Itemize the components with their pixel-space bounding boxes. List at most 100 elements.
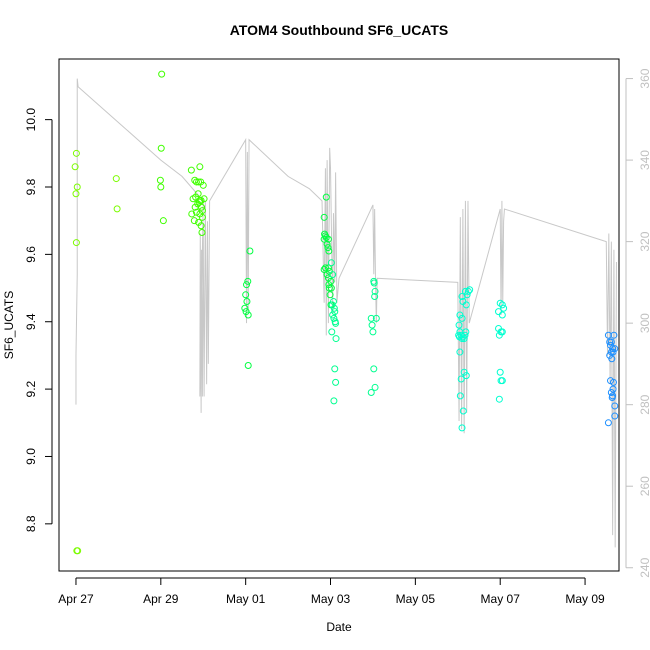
- data-point: [158, 70, 166, 78]
- data-point: [198, 203, 206, 211]
- axis-layer: Apr 27 Apr 29 May 01 May 03 May 05 May 07 May …: [24, 68, 650, 606]
- data-point: [498, 301, 506, 309]
- y2-tick-label: 340: [638, 150, 650, 170]
- data-point: [190, 217, 198, 225]
- data-point: [320, 235, 328, 243]
- data-point: [72, 190, 80, 198]
- data-point: [609, 378, 617, 386]
- data-point: [459, 333, 467, 341]
- x-tick-label: Apr 27: [58, 592, 94, 606]
- data-point: [604, 419, 612, 427]
- data-point: [187, 166, 195, 174]
- data-point: [198, 207, 206, 215]
- data-point: [194, 190, 202, 198]
- data-point: [191, 176, 199, 184]
- data-point: [324, 244, 332, 252]
- data-point: [74, 547, 82, 555]
- data-point: [244, 362, 252, 370]
- plot-frame: [58, 58, 620, 572]
- plot-layer: [71, 70, 619, 555]
- data-point: [371, 287, 379, 295]
- data-point: [325, 247, 333, 255]
- data-point: [112, 175, 120, 183]
- data-point: [609, 345, 617, 353]
- data-point: [332, 335, 340, 343]
- data-point: [244, 277, 252, 285]
- x-tick-label: May 03: [311, 592, 351, 606]
- data-point: [326, 291, 334, 299]
- data-point: [200, 195, 208, 203]
- data-point: [330, 397, 338, 405]
- data-point: [462, 301, 470, 309]
- data-point: [332, 319, 340, 327]
- data-point: [242, 291, 250, 299]
- data-point: [459, 407, 467, 415]
- data-point: [463, 291, 471, 299]
- data-point: [113, 205, 121, 213]
- data-point: [461, 287, 469, 295]
- data-point: [496, 299, 504, 307]
- data-point: [608, 355, 616, 363]
- data-point: [73, 183, 81, 191]
- data-point: [607, 338, 615, 346]
- y-tick-label: 9.4: [24, 313, 38, 330]
- data-point: [159, 217, 167, 225]
- data-point: [611, 412, 619, 420]
- data-point: [367, 388, 375, 396]
- data-point: [332, 378, 340, 386]
- x-tick-label: May 05: [396, 592, 436, 606]
- y-tick-label: 9.0: [24, 448, 38, 465]
- data-point: [322, 193, 330, 201]
- y2-tick-label: 240: [638, 557, 650, 577]
- data-point: [371, 292, 379, 300]
- data-point: [197, 178, 205, 186]
- data-point: [464, 287, 472, 295]
- data-point: [372, 314, 380, 322]
- data-point: [157, 183, 165, 191]
- data-point: [196, 163, 204, 171]
- data-point: [461, 331, 469, 339]
- y-axis-label: SF6_UCATS: [2, 291, 16, 359]
- data-point: [330, 304, 338, 312]
- data-point: [156, 176, 164, 184]
- y-tick-label: 9.2: [24, 380, 38, 397]
- data-point: [495, 331, 503, 339]
- data-point: [500, 304, 508, 312]
- x-tick-label: May 07: [481, 592, 521, 606]
- data-point: [370, 279, 378, 287]
- data-point: [331, 308, 339, 316]
- y-tick-label: 9.8: [24, 178, 38, 195]
- data-point: [195, 178, 203, 186]
- data-point: [328, 328, 336, 336]
- y-tick-label: 10.0: [24, 108, 38, 132]
- data-point: [188, 210, 196, 218]
- x-tick-label: May 09: [565, 592, 605, 606]
- data-point: [456, 348, 464, 356]
- data-point: [71, 163, 79, 171]
- data-point: [457, 375, 465, 383]
- data-point: [327, 259, 335, 267]
- data-point: [371, 383, 379, 391]
- data-point: [324, 235, 332, 243]
- x-axis-label: Date: [326, 620, 352, 634]
- data-point: [610, 331, 618, 339]
- data-point: [243, 298, 251, 306]
- data-point: [496, 368, 504, 376]
- data-point: [197, 222, 205, 230]
- data-point: [244, 311, 252, 319]
- y2-tick-label: 260: [638, 476, 650, 496]
- data-point: [498, 311, 506, 319]
- data-point: [72, 149, 80, 157]
- y-tick-label: 9.6: [24, 246, 38, 263]
- data-point: [369, 328, 377, 336]
- data-point: [331, 365, 339, 373]
- data-point: [198, 228, 206, 236]
- data-point: [246, 247, 254, 255]
- data-point: [243, 281, 251, 289]
- data-point: [611, 402, 619, 410]
- data-point: [462, 328, 470, 336]
- data-point: [72, 239, 80, 247]
- data-point: [368, 321, 376, 329]
- data-point: [495, 395, 503, 403]
